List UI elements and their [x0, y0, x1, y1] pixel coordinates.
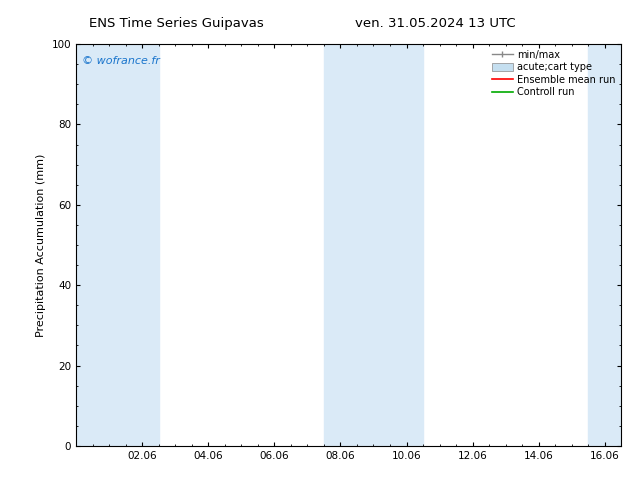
- Bar: [324, 44, 423, 446]
- Legend: min/max, acute;cart type, Ensemble mean run, Controll run: min/max, acute;cart type, Ensemble mean …: [489, 47, 618, 100]
- Text: ENS Time Series Guipavas: ENS Time Series Guipavas: [89, 17, 264, 30]
- Bar: [76, 44, 158, 446]
- Bar: [588, 44, 621, 446]
- Text: © wofrance.fr: © wofrance.fr: [82, 56, 159, 66]
- Y-axis label: Precipitation Accumulation (mm): Precipitation Accumulation (mm): [36, 153, 46, 337]
- Text: ven. 31.05.2024 13 UTC: ven. 31.05.2024 13 UTC: [355, 17, 515, 30]
